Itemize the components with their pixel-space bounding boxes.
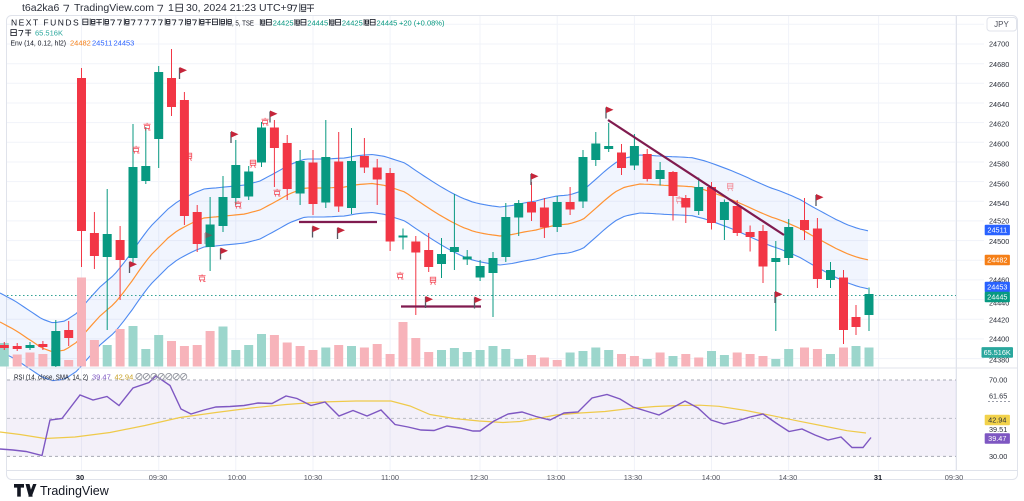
svg-text:14:00: 14:00 <box>702 473 721 482</box>
svg-text:65.516K: 65.516K <box>35 29 63 38</box>
svg-text:30, 2024 21:23 UTC+9: 30, 2024 21:23 UTC+9 <box>186 2 293 14</box>
svg-text:24425: 24425 <box>342 19 363 28</box>
svg-text:61.65: 61.65 <box>989 392 1007 401</box>
svg-text:TradingView.com: TradingView.com <box>74 2 154 14</box>
svg-text:24620: 24620 <box>989 120 1009 129</box>
svg-text:NEXT FUNDS: NEXT FUNDS <box>11 18 80 28</box>
svg-text:24511: 24511 <box>92 39 112 48</box>
svg-text:30: 30 <box>76 473 84 482</box>
svg-text:24560: 24560 <box>989 180 1009 189</box>
svg-text:RSI (14, close, SMA, 14, 2): RSI (14, close, SMA, 14, 2) <box>14 373 88 382</box>
svg-text:Env (14, 0.12, hl2): Env (14, 0.12, hl2) <box>11 39 67 48</box>
svg-text:39.47: 39.47 <box>988 434 1006 443</box>
svg-text:, 5, TSE: , 5, TSE <box>232 19 254 28</box>
svg-text:24600: 24600 <box>989 140 1009 149</box>
svg-text:10:00: 10:00 <box>228 473 247 482</box>
svg-text:24680: 24680 <box>989 60 1009 69</box>
svg-text:24482: 24482 <box>70 39 91 48</box>
svg-text:24500: 24500 <box>989 237 1009 246</box>
svg-text:24445: 24445 <box>307 19 328 28</box>
svg-text:24400: 24400 <box>989 335 1009 344</box>
svg-text:42.94: 42.94 <box>115 373 134 382</box>
svg-text:39.47: 39.47 <box>92 373 111 382</box>
svg-text:24445: 24445 <box>987 293 1007 302</box>
svg-text:65.516K: 65.516K <box>984 348 1011 357</box>
svg-text:JPY: JPY <box>994 20 1009 29</box>
svg-text:24453: 24453 <box>987 283 1007 292</box>
svg-text:24580: 24580 <box>989 160 1009 169</box>
svg-text:42.94: 42.94 <box>988 416 1006 425</box>
svg-text:09:30: 09:30 <box>945 473 964 482</box>
svg-text:24425: 24425 <box>273 19 294 28</box>
svg-text:24540: 24540 <box>989 199 1009 208</box>
svg-text:+20 (+0.08%): +20 (+0.08%) <box>399 19 445 28</box>
svg-text:24460: 24460 <box>989 276 1009 285</box>
svg-text:24511: 24511 <box>987 226 1007 235</box>
svg-text:t6a2ka6: t6a2ka6 <box>22 2 60 14</box>
svg-text:13:00: 13:00 <box>547 473 566 482</box>
svg-text:11:00: 11:00 <box>381 473 399 482</box>
svg-text:70.00: 70.00 <box>989 376 1007 385</box>
svg-text:24482: 24482 <box>987 256 1007 265</box>
svg-text:24453: 24453 <box>114 39 135 48</box>
svg-text:24445: 24445 <box>377 19 398 28</box>
svg-text:24520: 24520 <box>989 217 1009 226</box>
svg-text:14:30: 14:30 <box>779 473 798 482</box>
svg-text:12:30: 12:30 <box>470 473 489 482</box>
svg-text:1: 1 <box>168 2 174 14</box>
svg-text:24440: 24440 <box>989 299 1009 308</box>
svg-text:24640: 24640 <box>989 100 1009 109</box>
svg-text:10:30: 10:30 <box>304 473 323 482</box>
svg-text:24660: 24660 <box>989 80 1009 89</box>
svg-text:TradingView: TradingView <box>40 484 110 498</box>
svg-text:31: 31 <box>874 473 882 482</box>
svg-text:30.00: 30.00 <box>989 452 1007 461</box>
svg-text:24700: 24700 <box>989 40 1009 49</box>
svg-text:24380: 24380 <box>989 356 1009 365</box>
svg-text:13:30: 13:30 <box>624 473 643 482</box>
svg-text:24420: 24420 <box>989 316 1009 325</box>
svg-text:09:30: 09:30 <box>149 473 168 482</box>
svg-text:39.51: 39.51 <box>989 425 1007 434</box>
